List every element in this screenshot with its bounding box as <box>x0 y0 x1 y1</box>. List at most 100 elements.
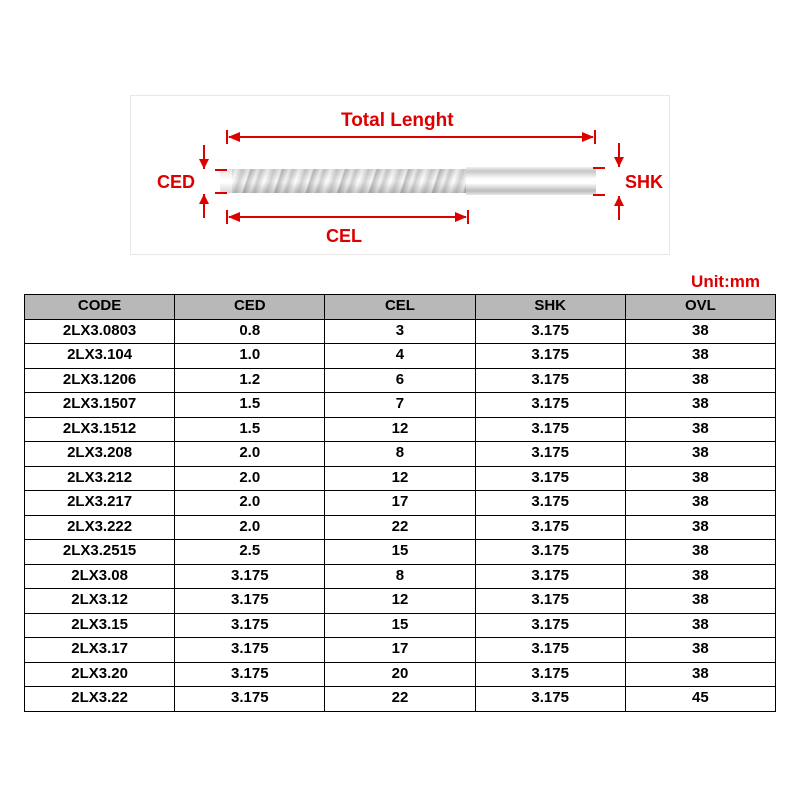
table-cell: 12 <box>325 417 475 442</box>
table-cell: 2.5 <box>175 540 325 565</box>
table-cell: 38 <box>625 564 775 589</box>
dim-cel <box>229 216 466 218</box>
table-cell: 0.8 <box>175 319 325 344</box>
table-cell: 3.175 <box>475 589 625 614</box>
table-row: 2LX3.153.175153.17538 <box>25 613 776 638</box>
table-cell: 8 <box>325 564 475 589</box>
table-cell: 22 <box>325 687 475 712</box>
table-row: 2LX3.2172.0173.17538 <box>25 491 776 516</box>
table-cell: 8 <box>325 442 475 467</box>
endmill-diagram: Total Lenght CEL CED SHK <box>130 95 670 255</box>
dim-total-length <box>229 136 593 138</box>
table-cell: 38 <box>625 466 775 491</box>
table-cell: 3.175 <box>475 613 625 638</box>
table-cell: 7 <box>325 393 475 418</box>
table-cell: 38 <box>625 515 775 540</box>
table-cell: 3.175 <box>475 515 625 540</box>
table-cell: 3.175 <box>175 589 325 614</box>
table-row: 2LX3.123.175123.17538 <box>25 589 776 614</box>
table-cell: 2.0 <box>175 442 325 467</box>
table-cell: 4 <box>325 344 475 369</box>
table-cell: 2LX3.12 <box>25 589 175 614</box>
table-row: 2LX3.223.175223.17545 <box>25 687 776 712</box>
dim-shk <box>618 143 620 167</box>
table-cell: 2LX3.1512 <box>25 417 175 442</box>
table-cell: 22 <box>325 515 475 540</box>
table-cell: 2LX3.2515 <box>25 540 175 565</box>
table-cell: 2LX3.208 <box>25 442 175 467</box>
spec-table-wrap: CODECEDCELSHKOVL 2LX3.08030.833.175382LX… <box>24 294 776 712</box>
table-cell: 3.175 <box>475 638 625 663</box>
table-cell: 3 <box>325 319 475 344</box>
table-cell: 38 <box>625 344 775 369</box>
table-cell: 2LX3.1507 <box>25 393 175 418</box>
table-row: 2LX3.203.175203.17538 <box>25 662 776 687</box>
table-cell: 1.5 <box>175 417 325 442</box>
table-cell: 3.175 <box>475 368 625 393</box>
table-cell: 2LX3.0803 <box>25 319 175 344</box>
table-cell: 3.175 <box>475 540 625 565</box>
table-row: 2LX3.2122.0123.17538 <box>25 466 776 491</box>
table-cell: 38 <box>625 368 775 393</box>
table-cell: 1.0 <box>175 344 325 369</box>
table-cell: 2LX3.222 <box>25 515 175 540</box>
table-cell: 3.175 <box>475 319 625 344</box>
col-header: OVL <box>625 295 775 320</box>
table-cell: 3.175 <box>175 638 325 663</box>
table-cell: 38 <box>625 442 775 467</box>
table-row: 2LX3.15121.5123.17538 <box>25 417 776 442</box>
table-cell: 38 <box>625 417 775 442</box>
dim-ced <box>203 145 205 169</box>
table-cell: 2LX3.104 <box>25 344 175 369</box>
col-header: CED <box>175 295 325 320</box>
endmill-tool <box>226 164 596 198</box>
table-cell: 2LX3.22 <box>25 687 175 712</box>
unit-label: Unit:mm <box>691 272 760 292</box>
table-cell: 38 <box>625 393 775 418</box>
table-cell: 1.2 <box>175 368 325 393</box>
table-row: 2LX3.15071.573.17538 <box>25 393 776 418</box>
table-cell: 3.175 <box>475 466 625 491</box>
table-cell: 3.175 <box>175 613 325 638</box>
table-cell: 2LX3.20 <box>25 662 175 687</box>
table-cell: 38 <box>625 662 775 687</box>
table-cell: 15 <box>325 613 475 638</box>
table-cell: 2LX3.1206 <box>25 368 175 393</box>
table-cell: 17 <box>325 491 475 516</box>
table-cell: 3.175 <box>475 442 625 467</box>
label-shk: SHK <box>625 172 663 193</box>
label-total-length: Total Lenght <box>341 110 454 132</box>
table-row: 2LX3.25152.5153.17538 <box>25 540 776 565</box>
table-cell: 38 <box>625 491 775 516</box>
table-cell: 38 <box>625 638 775 663</box>
table-cell: 3.175 <box>175 687 325 712</box>
table-cell: 2.0 <box>175 515 325 540</box>
table-cell: 3.175 <box>475 687 625 712</box>
table-row: 2LX3.173.175173.17538 <box>25 638 776 663</box>
table-row: 2LX3.083.17583.17538 <box>25 564 776 589</box>
table-row: 2LX3.12061.263.17538 <box>25 368 776 393</box>
table-cell: 2.0 <box>175 491 325 516</box>
table-cell: 38 <box>625 540 775 565</box>
col-header: SHK <box>475 295 625 320</box>
table-cell: 2.0 <box>175 466 325 491</box>
table-cell: 38 <box>625 319 775 344</box>
table-cell: 2LX3.17 <box>25 638 175 663</box>
col-header: CEL <box>325 295 475 320</box>
table-cell: 20 <box>325 662 475 687</box>
table-cell: 12 <box>325 466 475 491</box>
table-row: 2LX3.1041.043.17538 <box>25 344 776 369</box>
table-cell: 2LX3.212 <box>25 466 175 491</box>
table-row: 2LX3.2222.0223.17538 <box>25 515 776 540</box>
table-cell: 3.175 <box>475 491 625 516</box>
table-cell: 2LX3.08 <box>25 564 175 589</box>
label-ced: CED <box>157 172 195 193</box>
table-cell: 3.175 <box>175 564 325 589</box>
col-header: CODE <box>25 295 175 320</box>
table-cell: 2LX3.15 <box>25 613 175 638</box>
spec-table: CODECEDCELSHKOVL 2LX3.08030.833.175382LX… <box>24 294 776 712</box>
table-cell: 3.175 <box>475 393 625 418</box>
table-cell: 3.175 <box>475 344 625 369</box>
table-cell: 3.175 <box>475 662 625 687</box>
table-row: 2LX3.2082.083.17538 <box>25 442 776 467</box>
